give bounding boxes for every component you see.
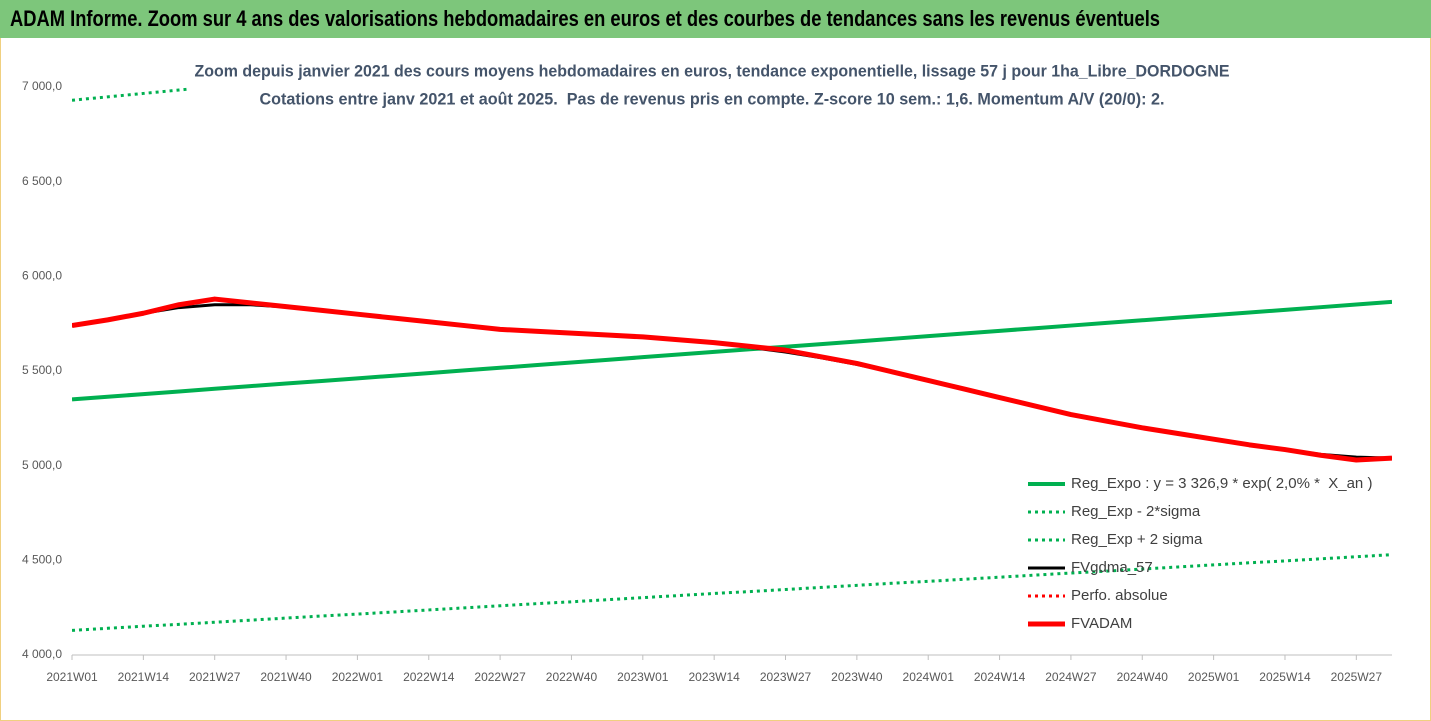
x-tick-label: 2022W27 (474, 670, 526, 684)
x-tick-label: 2022W01 (332, 670, 384, 684)
x-tick-label: 2023W01 (617, 670, 669, 684)
x-tick-label: 2022W14 (403, 670, 455, 684)
header-title: ADAM Informe. Zoom sur 4 ans des valoris… (10, 6, 1160, 31)
series-line (72, 296, 1392, 463)
x-tick-label: 2023W27 (760, 670, 812, 684)
legend-label: Reg_Expo : y = 3 326,9 * exp( 2,0% * X_a… (1071, 475, 1372, 492)
plot-area (72, 87, 1392, 632)
legend-label: Reg_Exp + 2 sigma (1071, 531, 1203, 548)
x-tick-label: 2025W27 (1331, 670, 1383, 684)
chart-subtitle: Cotations entre janv 2021 et août 2025. … (260, 89, 1165, 108)
x-tick-label: 2021W40 (260, 670, 312, 684)
y-tick-label: 4 000,0 (22, 647, 62, 661)
y-tick-label: 4 500,0 (22, 553, 62, 567)
x-tick-label: 2021W01 (46, 670, 98, 684)
chart-title: Zoom depuis janvier 2021 des cours moyen… (195, 61, 1230, 80)
series-line (72, 299, 1392, 402)
y-tick-label: 6 500,0 (22, 174, 62, 188)
x-tick-label: 2021W14 (118, 670, 170, 684)
series-line (72, 553, 1392, 632)
y-tick-label: 5 000,0 (22, 458, 62, 472)
x-tick-label: 2024W14 (974, 670, 1026, 684)
x-tick-label: 2024W40 (1117, 670, 1169, 684)
x-tick-label: 2024W27 (1045, 670, 1097, 684)
legend-label: Perfo. absolue (1071, 587, 1168, 604)
x-tick-label: 2023W14 (688, 670, 740, 684)
y-tick-label: 7 000,0 (22, 79, 62, 93)
y-tick-label: 6 000,0 (22, 269, 62, 283)
title-box (190, 58, 1235, 114)
x-tick-label: 2025W01 (1188, 670, 1240, 684)
x-tick-label: 2023W40 (831, 670, 883, 684)
x-tick-label: 2021W27 (189, 670, 241, 684)
y-tick-label: 5 500,0 (22, 363, 62, 377)
legend-label: FVgdma_57 (1071, 559, 1153, 576)
x-tick-label: 2025W14 (1259, 670, 1311, 684)
x-tick-label: 2022W40 (546, 670, 598, 684)
x-tick-label: 2024W01 (903, 670, 955, 684)
legend-label: Reg_Exp - 2*sigma (1071, 503, 1201, 520)
header-bar (0, 0, 1431, 38)
legend: Reg_Expo : y = 3 326,9 * exp( 2,0% * X_a… (1028, 475, 1372, 632)
legend-label: FVADAM (1071, 615, 1132, 632)
